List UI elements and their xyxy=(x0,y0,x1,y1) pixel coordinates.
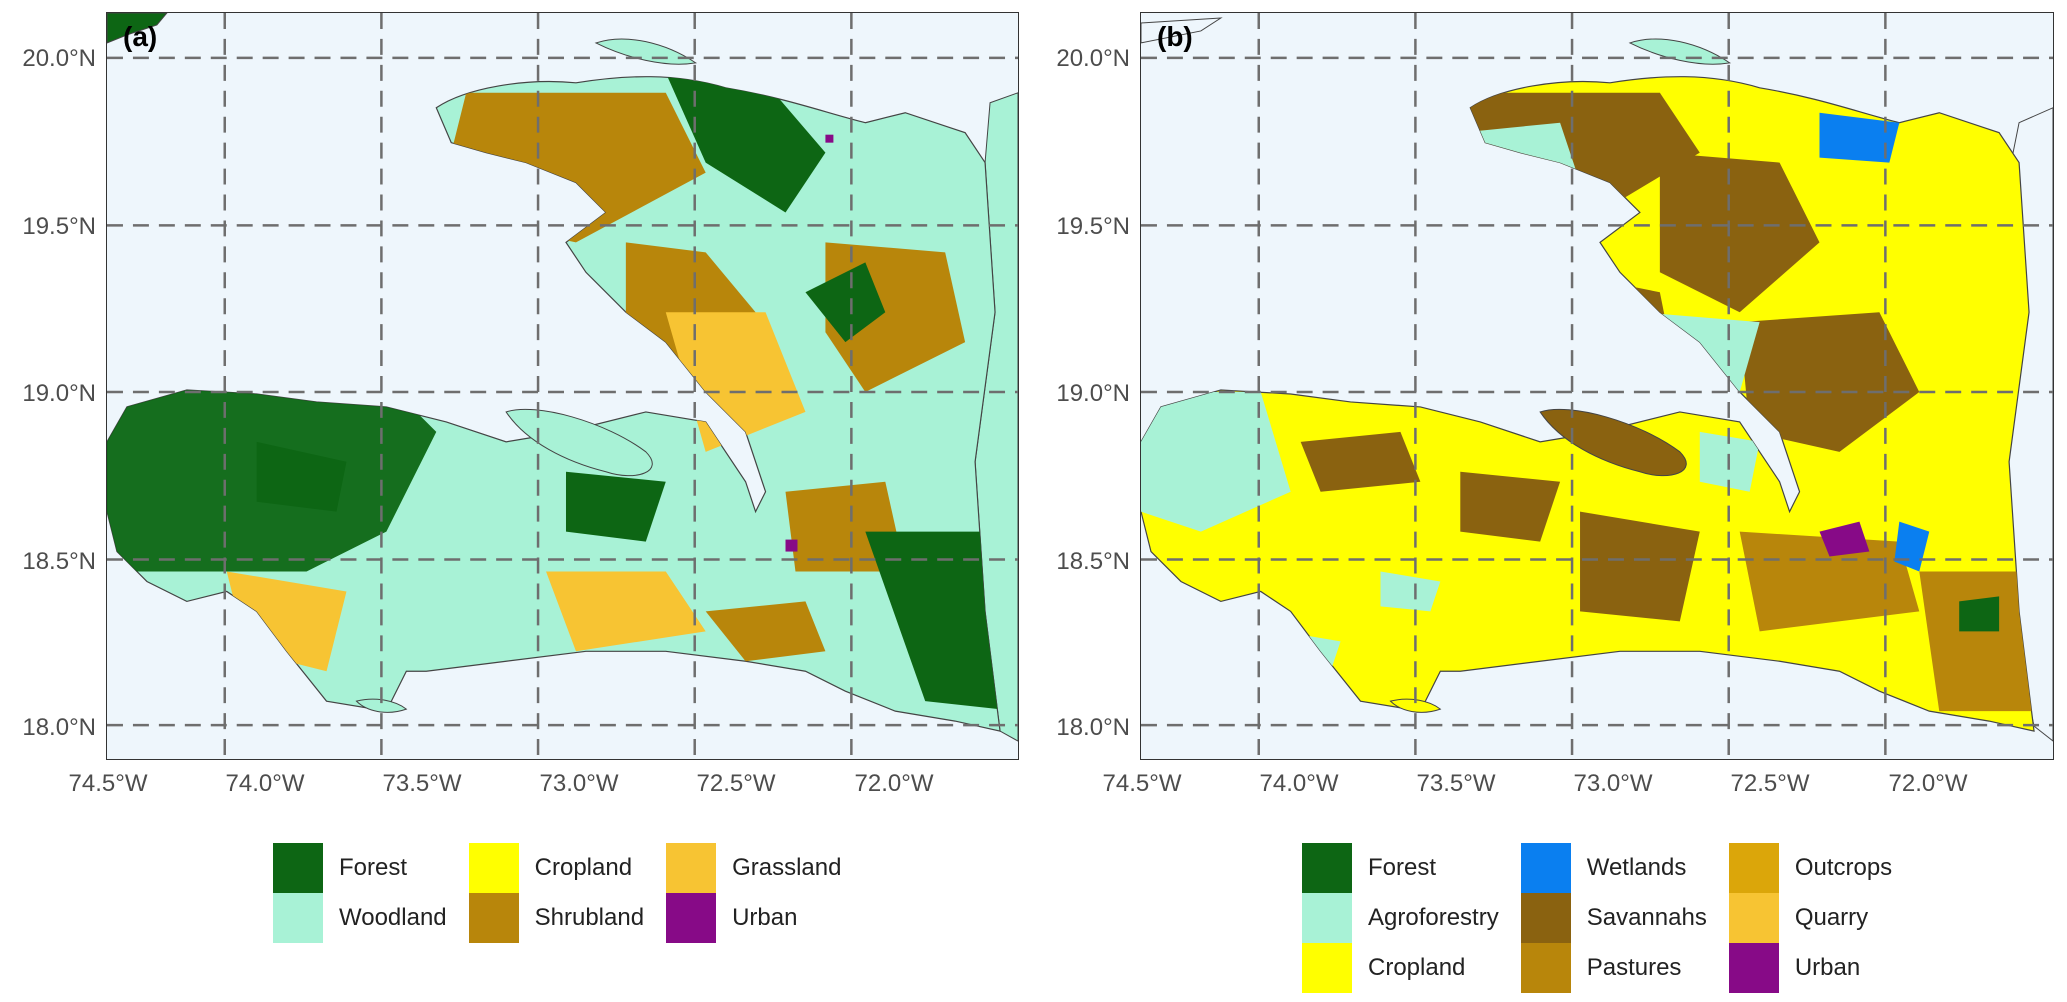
gonave-island xyxy=(1539,408,1687,477)
legend-item-savannahs: Savannahs xyxy=(1520,893,1707,943)
legend-swatch xyxy=(1728,843,1779,893)
legend-swatch xyxy=(1302,843,1352,893)
lat-label: 20.0°N xyxy=(1056,45,1130,72)
panel-tag: (b) xyxy=(1157,21,1193,52)
lon-label: 73.0°W xyxy=(1573,770,1653,797)
lat-label: 18.5°N xyxy=(1056,548,1130,575)
legend-label: Outcrops xyxy=(1794,854,1893,881)
legend-label: Forest xyxy=(1368,854,1437,881)
legend-swatch xyxy=(666,893,717,943)
legend-item-outcrops: Outcrops xyxy=(1728,843,1893,893)
legend-swatch xyxy=(666,843,717,893)
legend-swatch xyxy=(1728,893,1779,943)
lon-label: 72.0°W xyxy=(1888,770,1968,797)
tortuga-island xyxy=(1628,38,1732,65)
lon-label: 72.5°W xyxy=(1730,770,1810,797)
lon-label: 74.5°W xyxy=(1102,770,1182,797)
legend-item-urban: Urban xyxy=(1728,943,1892,993)
graticule xyxy=(1141,13,2053,759)
map-panel-b: (b) xyxy=(1140,12,2054,760)
urban-patch xyxy=(825,134,834,143)
legend-a: Forest Woodland Cropland Shrubland Grassland… xyxy=(273,843,841,943)
lon-label: 74.0°W xyxy=(1259,770,1339,797)
legend-label: Urban xyxy=(732,904,798,931)
urban-patch xyxy=(785,539,798,552)
legend-label: Forest xyxy=(339,854,408,881)
legend-label: Cropland xyxy=(1368,954,1466,981)
legend-label: Quarry xyxy=(1794,904,1869,931)
tortuga-island xyxy=(594,38,698,65)
haiti-landmass xyxy=(107,76,1001,732)
lat-label: 19.0°N xyxy=(22,380,96,407)
legend-swatch xyxy=(468,893,519,943)
lon-label: 74.0°W xyxy=(225,770,305,797)
cuba-outline xyxy=(1141,17,1223,44)
legend-item-forest: Forest xyxy=(273,843,447,893)
legend-label: Wetlands xyxy=(1586,854,1687,881)
legend-label: Grassland xyxy=(732,854,842,881)
lat-label: 20.0°N xyxy=(22,45,96,72)
lat-label: 18.0°N xyxy=(1056,714,1130,741)
legend-label: Pastures xyxy=(1586,954,1682,981)
legend-b: Forest Agroforestry Cropland Wetlands Savann… xyxy=(1302,843,1892,993)
legend-item-agroforestry: Agroforestry xyxy=(1302,893,1499,943)
lat-label: 18.0°N xyxy=(22,714,96,741)
legend-label: Agroforestry xyxy=(1368,904,1499,931)
legend-item-pastures: Pastures xyxy=(1520,943,1707,993)
cuba-landmass xyxy=(107,13,168,44)
lat-label: 18.5°N xyxy=(22,548,96,575)
land-cover-map-a xyxy=(107,13,1018,759)
legend-item-grassland: Grassland xyxy=(666,843,841,893)
legend-swatch xyxy=(273,893,323,943)
legend-label: Woodland xyxy=(339,904,447,931)
lon-label: 74.5°W xyxy=(68,770,148,797)
legend-swatch xyxy=(273,843,323,893)
ile-a-vache xyxy=(1389,698,1442,713)
land-cover-map-b xyxy=(1141,13,2053,759)
legend-swatch xyxy=(1728,943,1779,993)
legend-item-forest: Forest xyxy=(1302,843,1499,893)
legend-item-wetlands: Wetlands xyxy=(1520,843,1707,893)
legend-swatch xyxy=(1520,843,1571,893)
legend-swatch xyxy=(1302,943,1352,993)
lon-label: 73.0°W xyxy=(539,770,619,797)
legend-item-shrubland: Shrubland xyxy=(468,893,645,943)
legend-label: Urban xyxy=(1794,954,1861,981)
legend-swatch xyxy=(468,843,519,893)
legend-swatch xyxy=(1520,943,1571,993)
ile-a-vache xyxy=(355,698,408,713)
map-panel-a: (a) xyxy=(106,12,1019,760)
graticule xyxy=(107,13,1018,759)
legend-swatch xyxy=(1302,893,1352,943)
legend-item-cropland: Cropland xyxy=(468,843,644,893)
legend-item-urban: Urban xyxy=(666,893,841,943)
lat-label: 19.5°N xyxy=(1056,213,1130,240)
lat-label: 19.5°N xyxy=(22,213,96,240)
lon-label: 72.0°W xyxy=(854,770,934,797)
legend-item-quarry: Quarry xyxy=(1728,893,1892,943)
legend-item-woodland: Woodland xyxy=(273,893,447,943)
panel-tag: (a) xyxy=(123,21,158,52)
lon-label: 72.5°W xyxy=(696,770,776,797)
legend-label: Savannahs xyxy=(1586,904,1707,931)
gonave-island xyxy=(505,408,653,477)
legend-swatch xyxy=(1520,893,1571,943)
haiti-landmass xyxy=(1141,76,2035,732)
lon-label: 73.5°W xyxy=(382,770,462,797)
legend-label: Cropland xyxy=(534,854,633,881)
lon-label: 73.5°W xyxy=(1416,770,1496,797)
legend-label: Shrubland xyxy=(534,904,645,931)
legend-item-cropland: Cropland xyxy=(1302,943,1499,993)
lat-label: 19.0°N xyxy=(1056,380,1130,407)
